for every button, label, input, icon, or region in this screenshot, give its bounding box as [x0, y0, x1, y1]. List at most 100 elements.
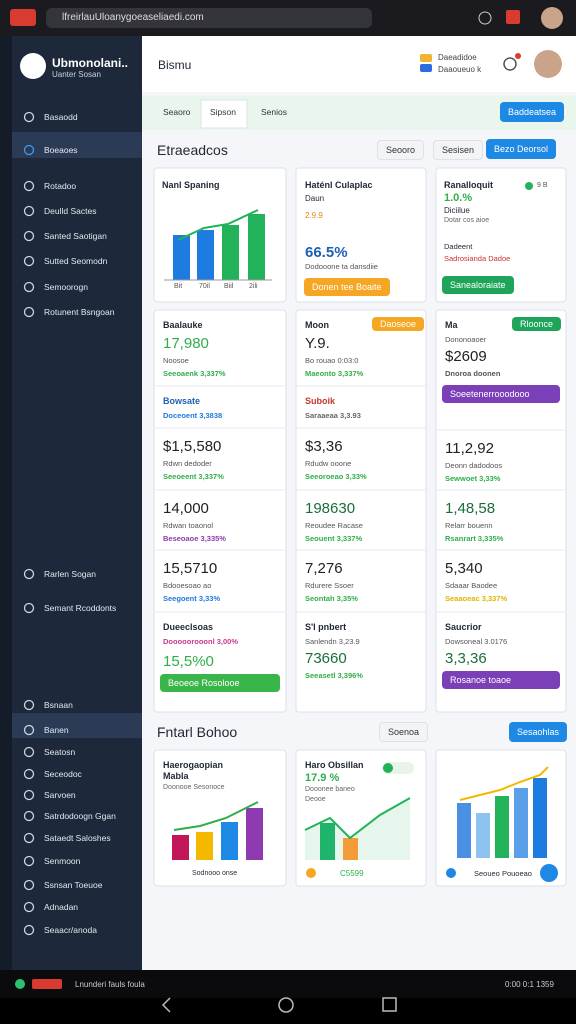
page-title: Bismu	[158, 58, 192, 72]
home-button	[278, 997, 294, 1013]
button[interactable]: Sanealoraiate	[442, 276, 514, 294]
card-title: Nanl Spaning	[162, 180, 220, 190]
logo	[20, 53, 46, 79]
nav-item[interactable]: Seaacr/anoda	[44, 925, 97, 935]
card-value: 66.5%	[305, 244, 348, 261]
cell-value: 3,3,36	[445, 650, 487, 667]
user-role: Daaoueuo k	[438, 65, 482, 74]
nav-icon	[23, 699, 35, 711]
button[interactable]: Sesisen	[433, 140, 484, 160]
card-footer: Sodnooo onse	[192, 870, 238, 877]
cell-change: Seeasetl 3,396%	[305, 671, 363, 680]
nav-item[interactable]: Sataedt Saloshes	[44, 833, 111, 843]
button[interactable]: Beoeoe Rosolooe	[160, 674, 280, 692]
nav-item[interactable]: Deulld Sactes	[44, 206, 97, 216]
cell-value: 7,276	[305, 560, 343, 577]
card-title: Haerogaopian	[163, 760, 224, 770]
nav-item[interactable]: Satrdodoogn Ggan	[44, 811, 116, 821]
chart-bar	[495, 796, 509, 858]
cell-value: Y.9.	[305, 335, 330, 352]
cell-caption: Sanlendn 3,23.9	[305, 637, 360, 646]
nav-item[interactable]: Semoorogn	[44, 282, 88, 292]
chart-bar	[173, 235, 190, 280]
nav-icon	[23, 205, 35, 217]
icon	[478, 11, 492, 25]
sidebar-edge	[0, 36, 12, 970]
button[interactable]: Sesaohlas	[509, 722, 568, 742]
cell-title: Moon	[305, 320, 329, 330]
button[interactable]: Seooro	[377, 140, 425, 160]
chart-line	[173, 801, 259, 831]
card-title: Haro Obsillan	[305, 760, 364, 770]
nav-item[interactable]: Rotadoo	[44, 181, 77, 191]
cell-value: 14,000	[163, 500, 209, 517]
pill[interactable]: Daoseoe	[372, 317, 425, 331]
nav-item[interactable]: Santed Saotigan	[44, 231, 107, 241]
nav-icon	[23, 568, 35, 580]
nav-item[interactable]: Boeaoes	[44, 145, 78, 155]
nav-item[interactable]: Rotunent Bsngoan	[44, 307, 115, 317]
cell-change: Seeoeent 3,337%	[163, 472, 224, 481]
status-bar	[0, 970, 576, 998]
button[interactable]: Rosanoe toaoe	[442, 671, 560, 689]
nav-icon	[23, 879, 35, 891]
nav-item[interactable]: Banen	[44, 725, 69, 735]
nav-item[interactable]: Sarvoen	[44, 790, 76, 800]
browser-icon	[10, 9, 36, 26]
cell-caption: Deonn dadodoos	[445, 461, 503, 470]
chart-bar	[222, 225, 239, 280]
nav-item[interactable]: Seatosn	[44, 747, 76, 757]
nav-item[interactable]: Ssnsan Toeuoe	[44, 880, 103, 890]
card-value: 17.9 %	[305, 772, 340, 784]
tab[interactable]: Seaoro	[163, 107, 191, 117]
pill[interactable]: Rloonce	[512, 317, 562, 331]
cell-caption: Dononoaoer	[445, 335, 487, 344]
cell-caption: Relarr bouenn	[445, 521, 493, 530]
badge	[515, 53, 521, 59]
avatar	[534, 50, 562, 78]
card-footer: C5599	[340, 869, 364, 878]
cell-caption: Bdooesoao ao	[163, 581, 212, 590]
button[interactable]: Bezo Deorsol	[486, 139, 557, 159]
cell-caption: Reoudee Racase	[305, 521, 363, 530]
nav-icon	[23, 724, 35, 736]
button[interactable]: Soenoa	[379, 722, 429, 742]
nav-item[interactable]: Semant Rcoddonts	[44, 603, 117, 613]
card-value: 1.0.%	[444, 192, 473, 204]
chart-bar	[343, 838, 358, 860]
chart-bar	[514, 788, 528, 858]
nav-item[interactable]: Senmoon	[44, 856, 81, 866]
nav-icon	[23, 789, 35, 801]
button[interactable]: Soeetenerrooodooo	[442, 385, 560, 403]
nav-item[interactable]: Sutted Seomodn	[44, 256, 108, 266]
button[interactable]: Baddeatsea	[500, 102, 565, 122]
axis-label: 2ili	[249, 283, 258, 290]
tab[interactable]: Senios	[261, 107, 287, 117]
nav-item[interactable]: Bsnaan	[44, 700, 73, 710]
cell-value: 15,5%0	[163, 653, 214, 670]
cell-caption: Rdwan toaonol	[163, 521, 214, 530]
cell-title: Bowsate	[163, 396, 201, 406]
tab-active	[200, 99, 248, 129]
chart-line	[177, 209, 259, 241]
card-label: Dadeent	[444, 242, 473, 251]
cell-change: Maeonto 3,337%	[305, 369, 364, 378]
card-note: 2.9.9	[305, 211, 323, 220]
cell-value: 5,340	[445, 560, 483, 577]
cell-caption: Rdurere Ssoer	[305, 581, 354, 590]
chart-line	[304, 797, 411, 840]
card-detail: Deooe	[305, 796, 326, 803]
nav-item[interactable]: Seceodoc	[44, 769, 82, 779]
toggle-label: 9 B	[537, 182, 548, 189]
nav-item[interactable]: Adnadan	[44, 902, 79, 912]
nav-item[interactable]: Basaodd	[44, 112, 78, 122]
fab	[540, 864, 558, 882]
nav-icon	[23, 281, 35, 293]
tab[interactable]: Sipson	[210, 107, 236, 117]
nav-item[interactable]: Rarlen Sogan	[44, 569, 96, 579]
button[interactable]: Donen tee Boaite	[304, 278, 390, 296]
section-title: Etraeadcos	[157, 142, 228, 158]
cell-change: Doceoent 3,3838	[163, 411, 223, 420]
cell-change: Seeoroeao 3,33%	[305, 472, 367, 481]
cell-change: Saraaeaa 3,3.93	[305, 411, 361, 420]
